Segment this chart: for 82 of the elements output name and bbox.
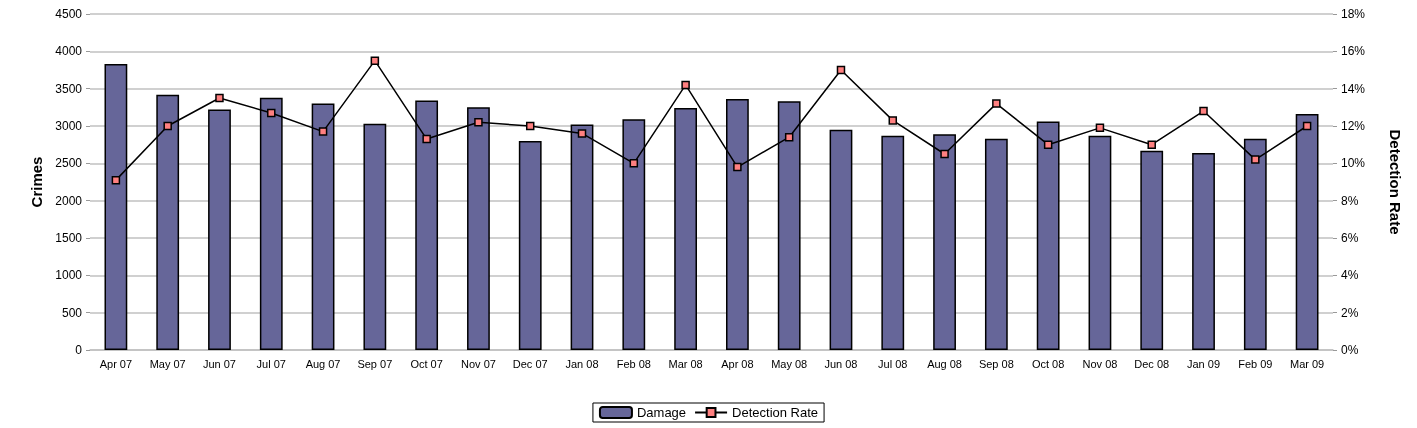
y2-tick-label: 10% [1341,156,1366,171]
point [577,129,587,138]
point [1095,123,1105,133]
point [267,108,276,118]
point [163,121,172,131]
x-tick-label: Mar 09 [1289,357,1325,370]
point [888,116,898,125]
y2-tick-label: 2% [1341,305,1359,320]
x-tick-label: Jun 07 [202,357,236,370]
x-tick-label: Aug 07 [305,357,341,370]
x-tick-label: May 07 [149,357,186,370]
y2-tick-label: 18% [1341,7,1366,21]
point [474,118,483,127]
x-tick-label: Sep 08 [978,357,1014,370]
y2-tick-label: 0% [1341,343,1359,357]
x-tick-label: Nov 07 [461,357,496,370]
bar [984,138,1008,350]
point [422,134,431,144]
bar [674,108,697,350]
point [215,93,224,103]
bar [881,135,905,350]
point [1043,140,1053,149]
y-tick-label: 4000 [55,44,83,59]
bar [363,123,387,350]
point [318,127,328,136]
y-axis-title: Crimes [28,156,46,208]
y2-tick-label: 12% [1341,119,1366,133]
x-tick-label: Feb 08 [616,357,651,370]
point [370,56,380,65]
point [525,121,535,131]
y-tick-label: 1500 [55,231,83,245]
point [940,149,949,159]
y2-tick-label: 4% [1341,268,1359,283]
point [992,99,1001,108]
point [836,65,846,75]
y-tick-label: 1000 [55,268,83,283]
bar [1140,150,1164,350]
bar [518,140,542,350]
x-tick-label: Nov 08 [1082,357,1118,370]
point [1302,121,1312,131]
x-tick-label: May 08 [771,357,808,370]
bar [208,109,231,350]
y-tick-label: 0 [75,343,83,357]
x-tick-label: Oct 08 [1031,357,1065,370]
x-tick-label: Dec 08 [1134,357,1170,370]
bar [1192,152,1215,350]
x-tick-label: Sep 07 [357,357,393,370]
point [111,175,121,185]
y-tick-label: 3500 [55,81,83,96]
point [681,80,690,90]
x-tick-label: Apr 07 [99,357,133,370]
x-tick-label: Feb 09 [1238,357,1273,370]
x-tick-label: Jun 08 [824,357,858,370]
bar [1088,135,1112,350]
y2-tick-label: 16% [1341,44,1366,59]
point [1147,140,1156,149]
legend-label: Damage [636,405,687,420]
y2-tick-label: 8% [1341,193,1359,208]
point [784,132,794,142]
x-tick-label: Jul 07 [256,357,286,370]
x-tick-label: Oct 07 [410,357,443,370]
x-tick-label: Apr 08 [721,357,754,370]
x-tick-label: Jul 08 [878,357,908,370]
y2-tick-label: 6% [1341,231,1359,245]
x-tick-label: Jan 09 [1187,357,1221,370]
x-tick-label: Jan 08 [565,357,599,370]
legend-label: Detection Rate [732,405,819,420]
bar [829,129,853,350]
y-tick-label: 500 [61,305,83,320]
y-tick-label: 2000 [55,193,83,208]
point [1251,155,1260,164]
y2-axis-title: Detection Rate [1387,129,1404,235]
x-tick-label: Dec 07 [512,357,548,370]
y2-tick-label: 14% [1341,81,1366,96]
y-tick-label: 3000 [55,119,83,133]
x-tick-label: Mar 08 [668,357,703,370]
y-tick-label: 2500 [55,156,83,171]
y-tick-label: 4500 [55,7,83,21]
point [1199,106,1208,116]
point [629,159,639,168]
x-tick-label: Aug 08 [927,357,962,370]
point [733,162,742,172]
